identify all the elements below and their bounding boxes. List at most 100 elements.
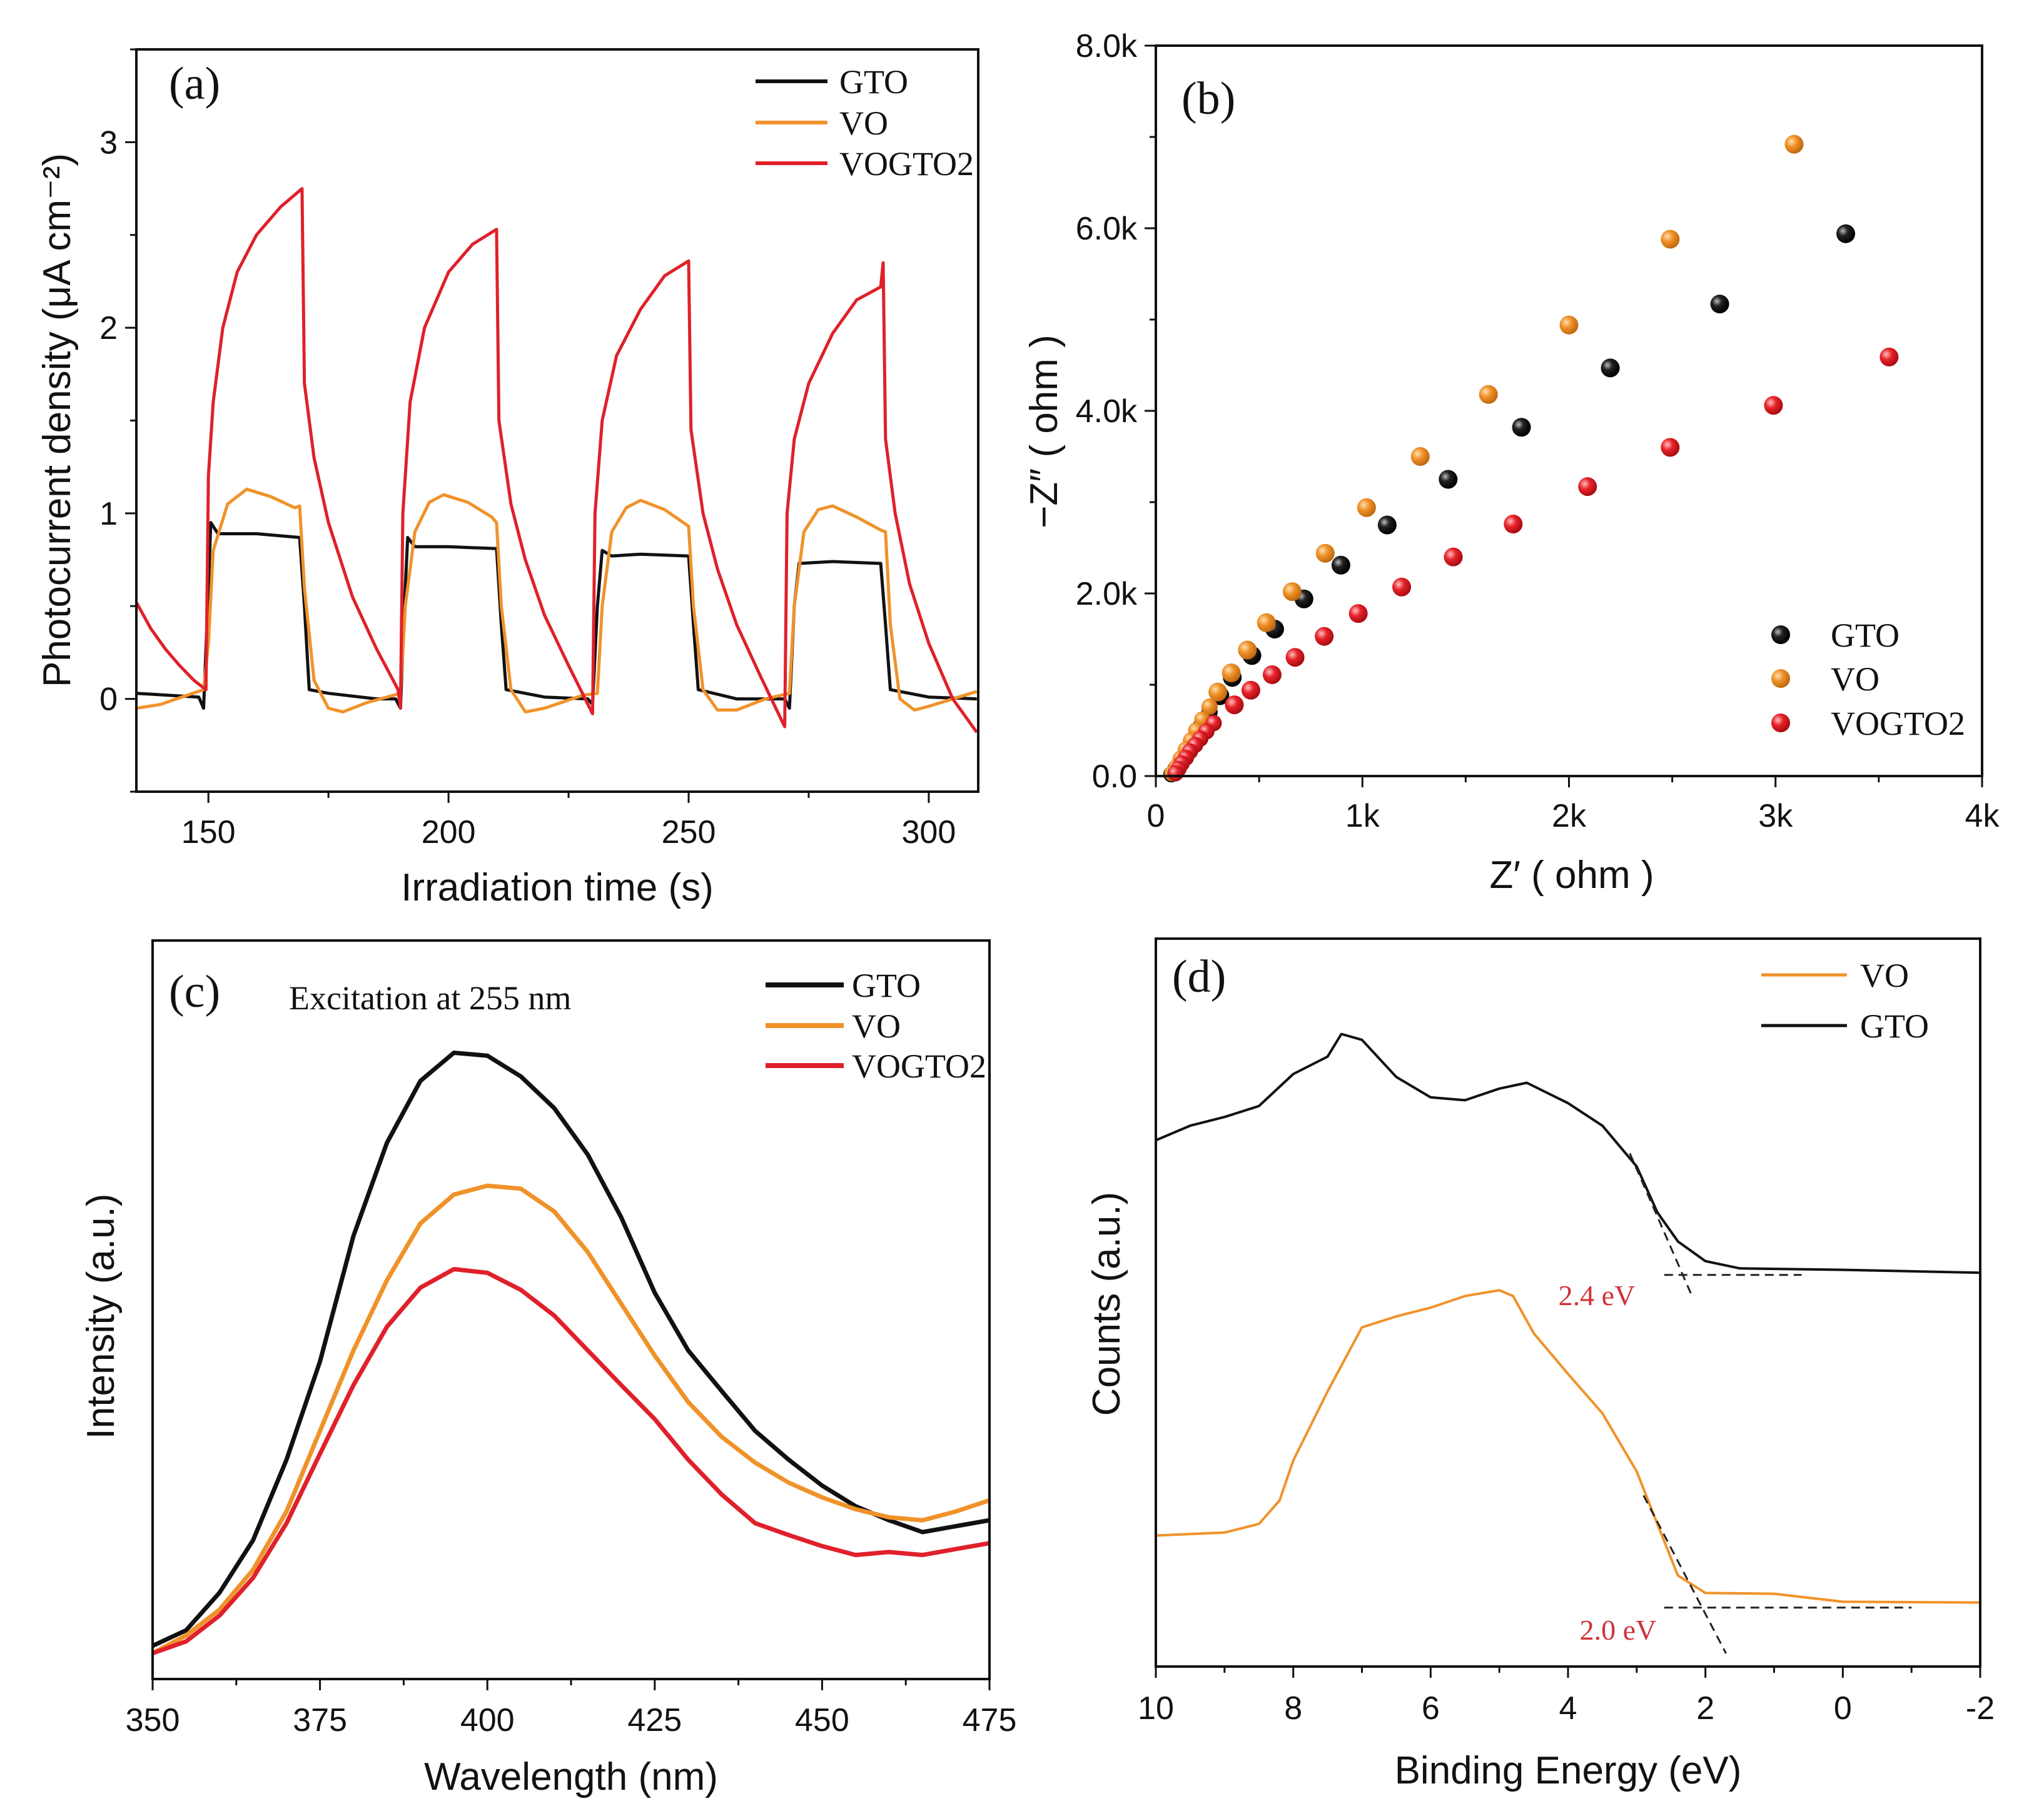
- bandgap-label-VO: 2.0 eV: [1580, 1614, 1657, 1646]
- data-point-VO: [1222, 663, 1241, 683]
- chart-d: 10 8 6 4 2 0 -2 VO GTO 2.4 eV 2.0 eV: [1138, 937, 1995, 1727]
- tangent-dashed-GTO: [1629, 1153, 1693, 1296]
- legend-label-VO: VO: [852, 1007, 901, 1045]
- panel-a: (a) Irradiation time (s) Photocurrent de…: [36, 58, 714, 909]
- data-point-GTO: [1512, 418, 1531, 437]
- y-tick-label: 2.0k: [1076, 576, 1138, 612]
- data-point-VOGTO2: [1225, 695, 1244, 715]
- data-point-VO: [1357, 498, 1376, 517]
- bandgap-label-GTO: 2.4 eV: [1559, 1279, 1636, 1311]
- tangent-dashed-VO: [1642, 1495, 1727, 1654]
- x-tick-label: 400: [460, 1702, 515, 1738]
- legend-label-GTO: GTO: [852, 967, 921, 1004]
- legend: GTO VO VOGTO2: [1771, 617, 1965, 742]
- x-tick-label: 3k: [1758, 798, 1793, 834]
- y-tick-label: 6.0k: [1076, 211, 1138, 247]
- legend-label-GTO: GTO: [1860, 1007, 1929, 1045]
- y-axis-title-a: Photocurrent density (μA cm⁻²): [36, 153, 79, 687]
- data-point-VO: [1661, 230, 1680, 249]
- excitation-annotation: Excitation at 255 nm: [289, 979, 571, 1017]
- data-point-VOGTO2: [1262, 665, 1282, 684]
- x-tick-label: 6: [1422, 1690, 1440, 1727]
- legend-label-VOGTO2: VOGTO2: [852, 1047, 986, 1085]
- x-tick-label: 450: [795, 1702, 849, 1738]
- y-tick-label: 0.0: [1092, 759, 1137, 795]
- panel-b: (b) Z′ ( ohm ) −Z″ ( ohm ): [1023, 73, 1654, 897]
- x-tick-label: 2k: [1552, 798, 1587, 834]
- data-point-VOGTO2: [1764, 396, 1783, 415]
- data-point-GTO: [1836, 224, 1856, 243]
- x-tick-label: 4: [1559, 1690, 1577, 1727]
- x-tick-label: 375: [293, 1702, 347, 1738]
- data-point-VOGTO2: [1392, 577, 1411, 597]
- panel-c: (c) Excitation at 255 nm Wavelength (nm)…: [79, 966, 718, 1798]
- x-tick-label: 8: [1284, 1690, 1302, 1727]
- x-tick-label: 475: [963, 1702, 1017, 1738]
- data-point-VO: [1784, 134, 1804, 154]
- y-tick-label: 4.0k: [1076, 393, 1138, 430]
- series-line-VO: [1156, 1289, 1980, 1604]
- legend-label-VOGTO2: VOGTO2: [1831, 705, 1965, 742]
- data-point-VO: [1479, 385, 1498, 404]
- legend-label-VO: VO: [1831, 660, 1880, 698]
- chart-b: 0 1k 2k 3k 4k 0.0 2.0k 4.0k 6.0k 8.0k GTO VO VOGTO2: [1076, 28, 2000, 834]
- x-tick-label: 250: [662, 814, 716, 850]
- data-point-VO: [1559, 315, 1579, 335]
- data-point-VO: [1282, 582, 1302, 602]
- data-point-VOGTO2: [1315, 627, 1334, 646]
- legend-label-VOGTO2: VOGTO2: [839, 145, 974, 183]
- series-line-GTO: [136, 521, 977, 710]
- legend-label-GTO: GTO: [1831, 617, 1900, 654]
- data-point-VOGTO2: [1285, 648, 1305, 667]
- panel-d: (d) Binding Energy (eV) Counts (a.u.): [1085, 951, 1741, 1792]
- x-tick-label: 200: [422, 814, 476, 850]
- y-axis-title-d: Counts (a.u.): [1085, 1192, 1128, 1416]
- x-tick-label: 425: [627, 1702, 682, 1738]
- y-axis-title-c: Intensity (a.u.): [79, 1194, 123, 1440]
- data-point-VO: [1208, 682, 1228, 702]
- legend-marker-GTO: [1771, 625, 1790, 644]
- data-point-GTO: [1331, 555, 1350, 575]
- data-point-VOGTO2: [1880, 347, 1899, 366]
- panel-label-d: (d): [1172, 951, 1226, 1002]
- legend-marker-VOGTO2: [1771, 714, 1790, 732]
- data-point-VOGTO2: [1241, 680, 1260, 700]
- series-line-VOGTO2: [136, 187, 978, 734]
- y-tick-label: 2: [99, 310, 118, 346]
- data-point-GTO: [1710, 295, 1729, 314]
- panel-label-b: (b): [1181, 73, 1235, 124]
- series-line-VO: [136, 487, 978, 714]
- x-tick-label: 300: [902, 814, 956, 850]
- y-axis-title-b: −Z″ ( ohm ): [1023, 335, 1066, 528]
- y-tick-label: 0: [99, 682, 118, 718]
- series-line-GTO: [1156, 1032, 1980, 1274]
- data-point-VO: [1201, 699, 1218, 715]
- data-point-GTO: [1439, 470, 1458, 489]
- data-point-VOGTO2: [1167, 765, 1184, 782]
- legend: VO GTO: [1761, 957, 1929, 1045]
- x-axis-title-d: Binding Energy (eV): [1395, 1749, 1742, 1792]
- legend-label-GTO: GTO: [839, 63, 908, 101]
- x-tick-label: 4k: [1965, 798, 2000, 834]
- x-tick-label: 150: [181, 814, 236, 850]
- x-tick-label: 1k: [1345, 798, 1380, 834]
- data-point-VOGTO2: [1444, 547, 1463, 567]
- x-tick-label: 2: [1696, 1690, 1714, 1727]
- data-point-VO: [1238, 640, 1257, 660]
- series-line-GTO: [153, 1051, 989, 1648]
- x-tick-label: 10: [1138, 1690, 1174, 1727]
- x-tick-label: 0: [1147, 798, 1165, 834]
- data-point-VOGTO2: [1578, 477, 1597, 497]
- y-tick-label: 8.0k: [1076, 28, 1138, 64]
- x-axis-title-c: Wavelength (nm): [424, 1755, 718, 1798]
- y-tick-label: 3: [99, 124, 118, 161]
- legend-marker-VO: [1771, 669, 1790, 688]
- panel-label-c: (c): [169, 966, 220, 1017]
- data-point-GTO: [1377, 515, 1397, 535]
